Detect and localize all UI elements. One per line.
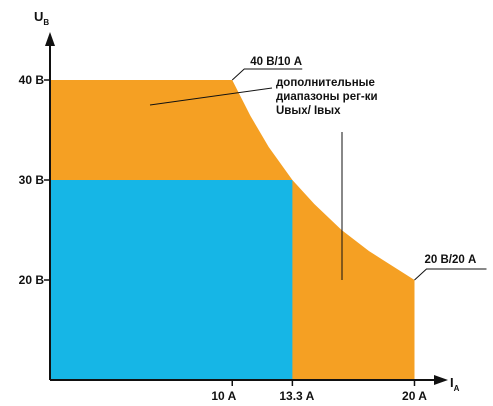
region-note-line-2: диапазоны рег-ки (276, 91, 378, 103)
y-tick-label: 40 В (19, 73, 45, 87)
x-tick-label: 10 A (211, 389, 236, 403)
callout-label-20v20a: 20 В/20 А (424, 254, 476, 266)
x-axis-title-sub: A (454, 384, 460, 393)
ticks: 40 В 30 В 20 В 10 A 13.3 A 20 A (19, 73, 428, 403)
callout-label-40v10a: 40 В/10 А (250, 56, 302, 68)
region-note-line-1: дополнительные (276, 77, 375, 89)
regions (50, 80, 415, 380)
x-axis-title: IA (450, 375, 460, 393)
callout-line-20v20a (414, 268, 487, 281)
annotations: 40 В/10 А 20 В/20 А дополнительные диапазон… (149, 56, 487, 281)
x-tick-label: 13.3 A (279, 389, 314, 403)
y-tick-label: 20 В (19, 273, 45, 287)
region-base (50, 180, 293, 380)
x-axis-arrow (434, 375, 448, 385)
callout-line-40v10a (231, 68, 303, 81)
region-note-pointer-left (149, 87, 273, 106)
x-tick-label: 20 A (402, 389, 427, 403)
y-tick-label: 30 В (19, 173, 45, 187)
region-note-line-3: Uвых/ Iвых (276, 105, 341, 117)
y-axis-arrow (45, 32, 55, 46)
y-axis-title: UB (34, 9, 49, 27)
y-axis-title-sub: B (43, 18, 49, 27)
